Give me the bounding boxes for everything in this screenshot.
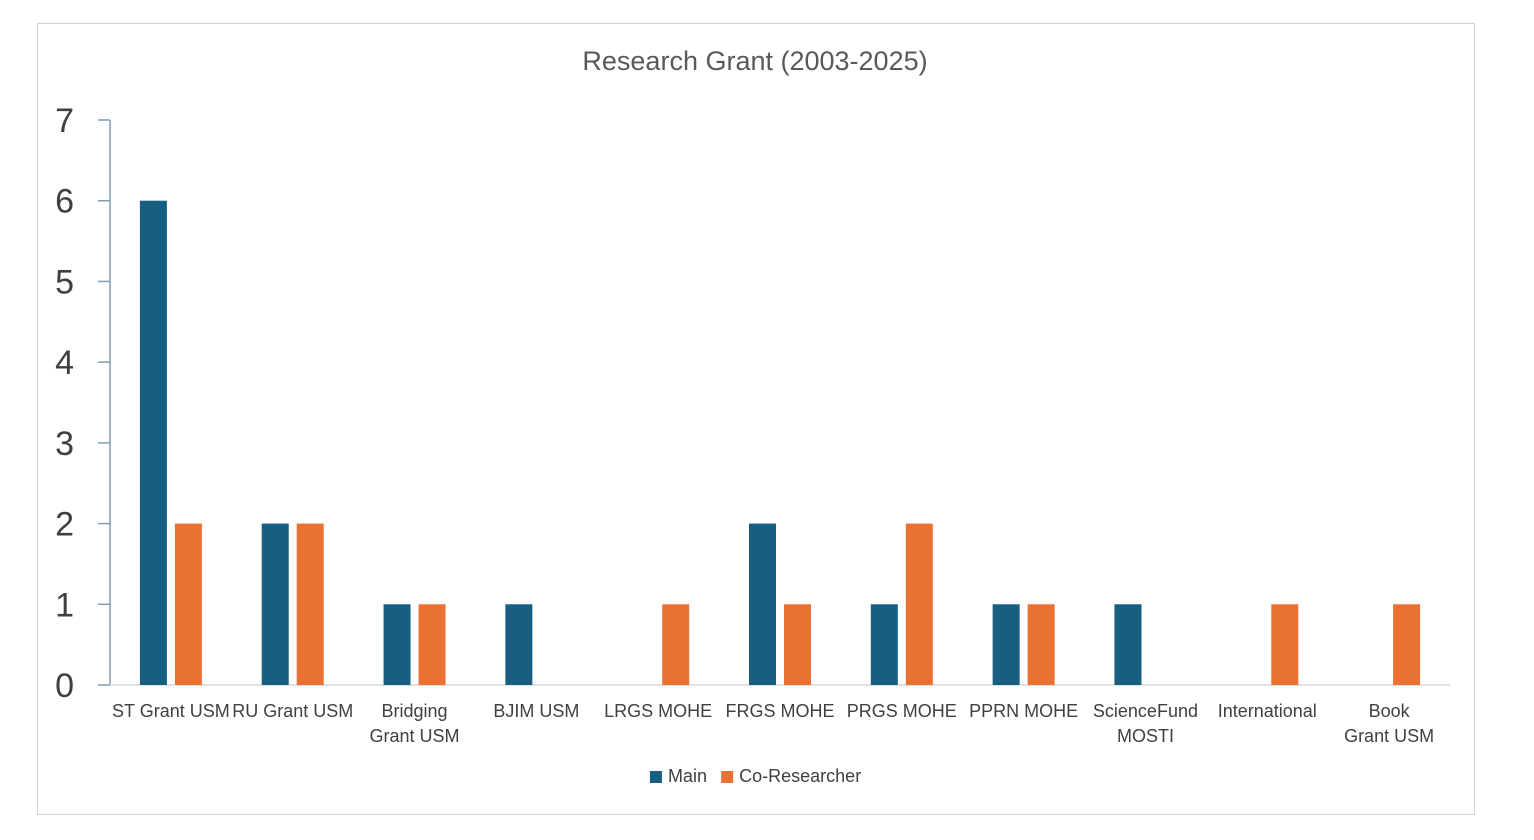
x-tick-label: ST Grant USM xyxy=(112,701,230,721)
bar-main xyxy=(383,604,411,685)
x-tick-label: ScienceFund MOSTI xyxy=(1093,701,1198,746)
legend-label: Main xyxy=(668,766,707,786)
y-tick-label: 5 xyxy=(55,263,74,301)
y-tick-label: 7 xyxy=(55,102,74,140)
x-tick-label: Bridging Grant USM xyxy=(370,701,460,746)
legend: Main Co-Researcher xyxy=(649,766,861,786)
bar-co-researcher xyxy=(174,523,202,685)
bar-main xyxy=(261,523,289,685)
x-tick-label: International xyxy=(1218,701,1317,721)
legend-label: Co-Researcher xyxy=(739,766,861,786)
bar-co-researcher xyxy=(1027,604,1055,685)
legend-swatch xyxy=(721,771,734,783)
x-tick-label: PPRN MOHE xyxy=(969,701,1078,721)
bar-main xyxy=(749,523,776,685)
y-tick-label: 3 xyxy=(55,425,74,463)
bar-main xyxy=(870,604,898,685)
x-tick-label: BJIM USM xyxy=(493,701,579,721)
y-tick-label: 0 xyxy=(55,667,74,705)
chart-title: Research Grant (2003-2025) xyxy=(582,46,927,76)
y-tick-label: 2 xyxy=(55,506,74,544)
bar-co-researcher xyxy=(1271,604,1299,685)
bar-main xyxy=(139,200,167,685)
bar-co-researcher xyxy=(1393,604,1421,685)
x-tick-label: RU Grant USM xyxy=(232,701,353,721)
x-tick-label: FRGS MOHE xyxy=(725,701,834,721)
axes xyxy=(98,119,1450,686)
bar-main xyxy=(1114,604,1142,685)
y-tick-label: 4 xyxy=(55,344,74,382)
legend-swatch xyxy=(649,771,662,783)
bar-co-researcher xyxy=(296,523,324,685)
bar-co-researcher xyxy=(905,523,933,685)
bars xyxy=(139,200,1421,685)
x-tick-label: LRGS MOHE xyxy=(604,701,712,721)
bar-main xyxy=(505,604,533,685)
bar-co-researcher xyxy=(784,604,811,685)
y-tick-label: 1 xyxy=(55,586,74,624)
x-tick-label: PRGS MOHE xyxy=(847,701,957,721)
tick-labels: 0 1 2 3 4 5 6 7 ST Grant USM RU Grant USM Bridging… xyxy=(55,102,1434,746)
x-tick-label: Book Grant USM xyxy=(1344,701,1434,746)
y-tick-label: 6 xyxy=(55,183,74,221)
bar-co-researcher xyxy=(662,604,690,685)
bar-main xyxy=(992,604,1020,685)
bar-co-researcher xyxy=(418,604,446,685)
